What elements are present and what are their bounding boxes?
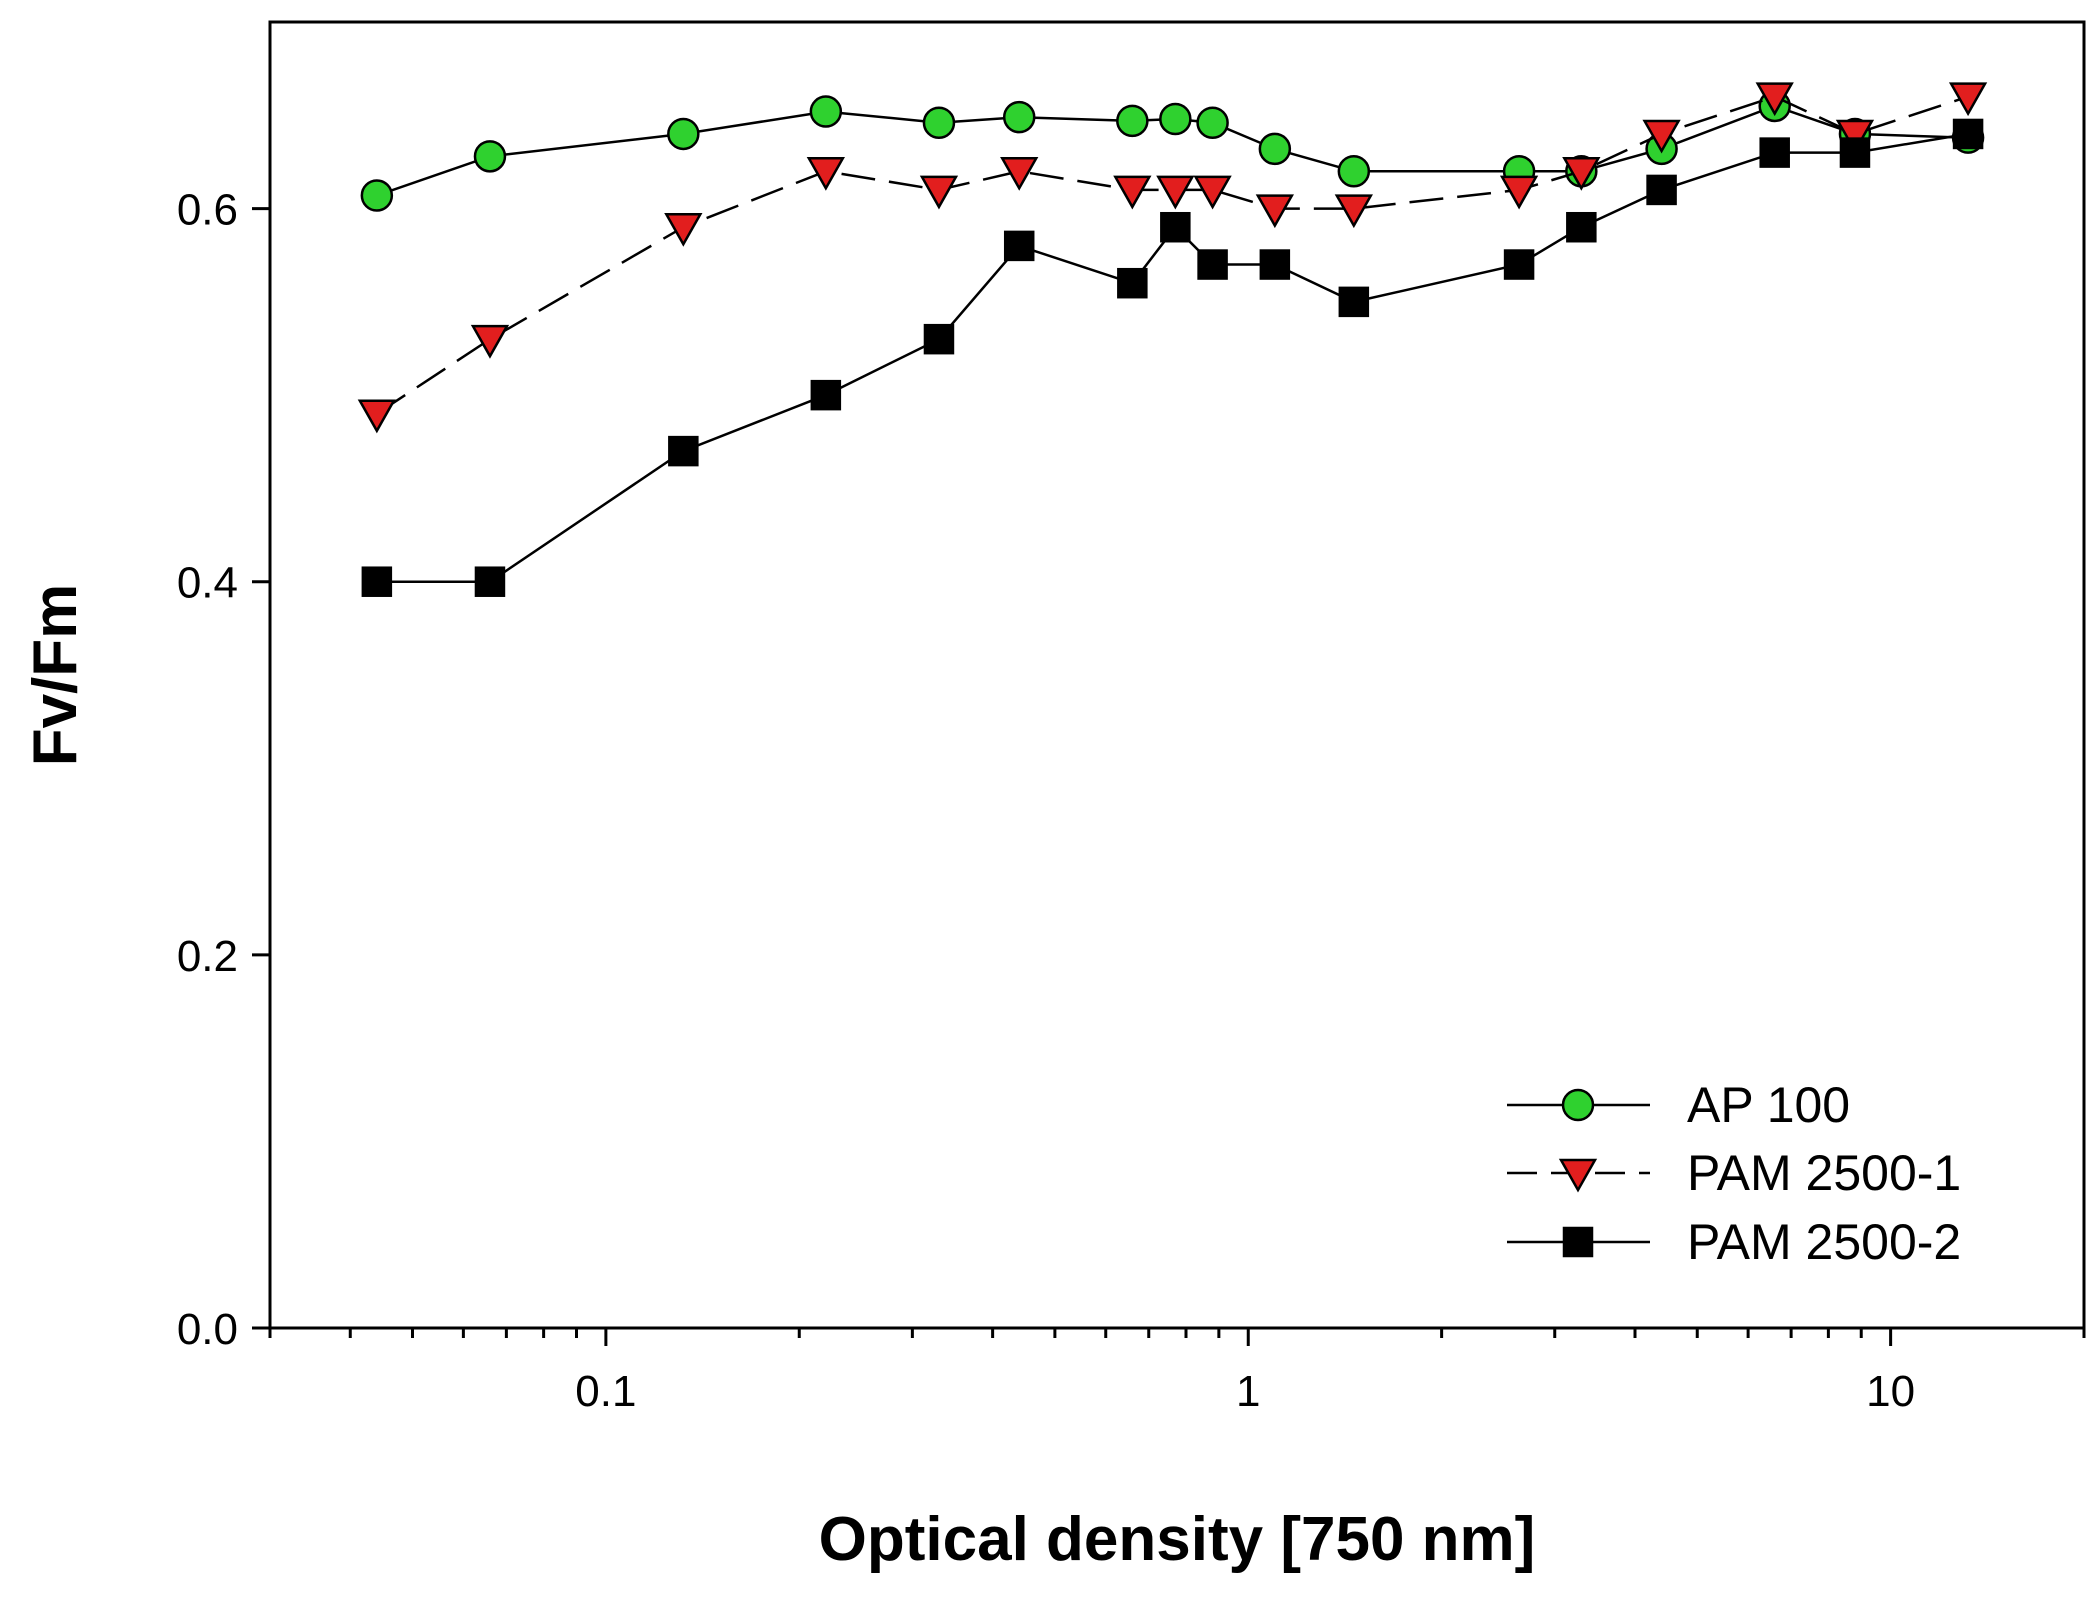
data-point xyxy=(806,157,845,191)
data-point xyxy=(1156,175,1195,210)
data-point xyxy=(664,212,703,247)
legend-label: PAM 2500-1 xyxy=(1687,1145,1961,1201)
legend: AP 100 PAM 2500-1 PAM 2500-2 xyxy=(1507,1077,1961,1270)
data-point xyxy=(923,323,955,355)
data-point xyxy=(1000,157,1039,191)
data-point xyxy=(1337,155,1371,188)
data-point xyxy=(1835,119,1875,154)
data-point xyxy=(1562,157,1601,191)
series-line xyxy=(376,95,1969,415)
data-point xyxy=(1259,249,1291,280)
data-point xyxy=(1116,104,1149,138)
data-point xyxy=(1839,137,1871,168)
data-point xyxy=(1759,137,1790,168)
data-point xyxy=(1003,230,1035,262)
data-point xyxy=(470,324,510,359)
x-axis-title: Optical density [750 nm] xyxy=(819,1505,1536,1574)
data-point xyxy=(1334,194,1373,229)
y-tick-label: 0.0 xyxy=(177,1305,238,1354)
legend-entry: PAM 2500-1 xyxy=(1507,1145,1961,1201)
data-point xyxy=(668,435,699,467)
data-point xyxy=(360,179,394,212)
data-point xyxy=(1642,119,1681,154)
data-point xyxy=(1160,211,1191,243)
y-tick-label: 0.2 xyxy=(177,932,238,981)
data-point xyxy=(1646,174,1677,206)
data-point xyxy=(474,566,506,597)
data-point xyxy=(1952,118,1984,150)
legend-marker xyxy=(1558,1158,1598,1193)
x-tick-label: 1 xyxy=(1236,1367,1260,1416)
legend-entry: AP 100 xyxy=(1507,1077,1850,1133)
data-point xyxy=(1338,286,1370,318)
data-point xyxy=(1503,249,1535,280)
x-tick-label: 0.1 xyxy=(575,1367,636,1416)
x-axis: 0.1 1 10 xyxy=(268,1328,2086,1416)
series-1 xyxy=(357,82,1988,434)
data-point xyxy=(357,399,396,434)
legend-label: AP 100 xyxy=(1687,1077,1850,1133)
data-point xyxy=(810,379,842,411)
data-point xyxy=(1755,82,1794,117)
data-point xyxy=(1258,132,1292,166)
data-point xyxy=(1113,175,1152,210)
data-point xyxy=(922,106,956,139)
data-point xyxy=(1566,211,1597,243)
data-point xyxy=(1193,175,1232,210)
data-point xyxy=(809,95,843,128)
y-tick-label: 0.4 xyxy=(177,559,238,608)
data-point xyxy=(1197,249,1228,280)
data-point xyxy=(1002,100,1036,134)
plot-frame xyxy=(268,20,2086,1330)
data-point xyxy=(1196,106,1229,139)
data-point xyxy=(361,566,393,597)
data-point xyxy=(919,175,959,210)
series-2 xyxy=(361,118,1984,597)
series-layer xyxy=(357,82,1988,597)
legend-marker xyxy=(1562,1226,1594,1258)
y-axis-title: Fv/Fm xyxy=(21,584,90,767)
data-point xyxy=(667,117,700,151)
data-point xyxy=(1255,194,1294,229)
data-point xyxy=(1117,267,1148,299)
data-point xyxy=(1159,102,1192,136)
y-axis: 0.0 0.2 0.4 0.6 xyxy=(177,186,270,1354)
legend-marker xyxy=(1561,1088,1595,1122)
y-tick-label: 0.6 xyxy=(177,186,238,235)
data-point xyxy=(1948,82,1988,117)
legend-entry: PAM 2500-2 xyxy=(1507,1214,1961,1270)
data-point xyxy=(1499,175,1539,210)
x-tick-label: 10 xyxy=(1866,1367,1915,1416)
data-point xyxy=(473,140,507,173)
legend-label: PAM 2500-2 xyxy=(1687,1214,1961,1270)
